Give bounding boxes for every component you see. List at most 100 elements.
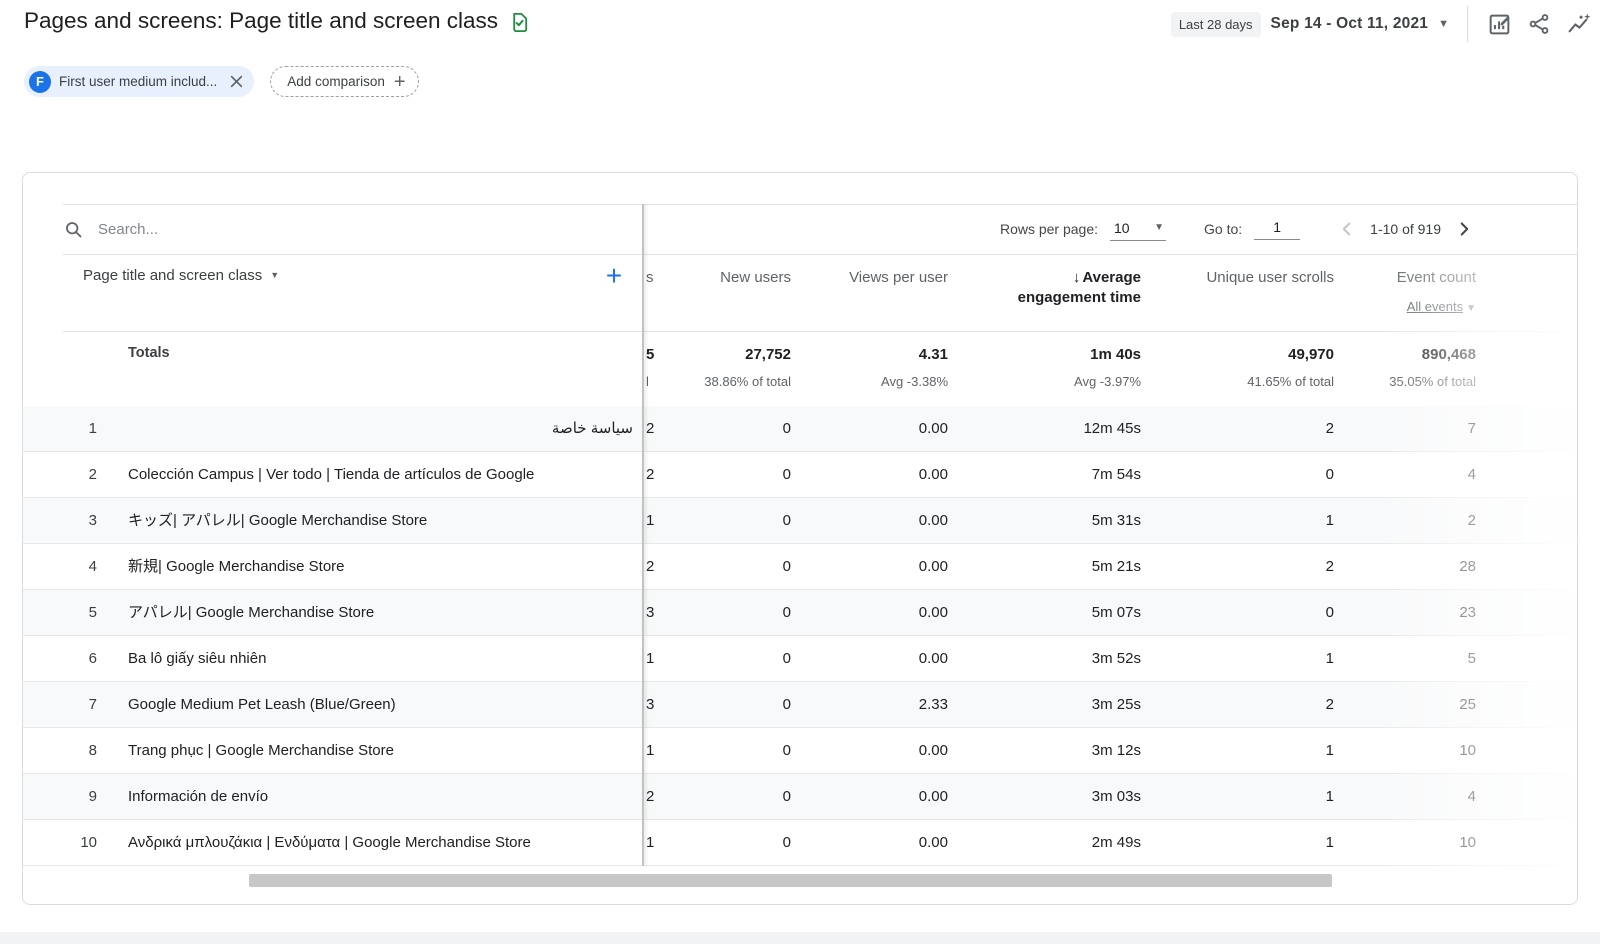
- avg-engagement-cell: 3m 03s: [1091, 788, 1141, 805]
- views-per-user-cell: 0.00: [918, 558, 948, 575]
- clipped-users-cell: 2: [646, 558, 655, 575]
- table-row[interactable]: 10 Ανδρικά μπλουζάκια | Ενδύματα | Google…: [23, 820, 1577, 866]
- share-icon[interactable]: [1526, 11, 1552, 37]
- views-per-user-cell: 0.00: [918, 466, 948, 483]
- insights-icon[interactable]: [1566, 11, 1592, 37]
- event-count-cell: 23: [1459, 604, 1476, 621]
- search-input[interactable]: [98, 220, 478, 238]
- table-row[interactable]: 8 Trang phục | Google Merchandise Store 1 0…: [23, 728, 1577, 774]
- rows-per-page-select[interactable]: 10 ▼: [1110, 218, 1167, 241]
- new-users-cell: 0: [782, 420, 791, 437]
- report-table-card: Rows per page: 10 ▼ Go to: 1-10 of 919: [22, 172, 1578, 905]
- comparison-label: First user medium includ...: [59, 74, 218, 89]
- row-index-cell: 2: [88, 466, 97, 483]
- table-row[interactable]: 6 Ba lô giấy siêu nhiên 1 0 0.00 3m 52s 1 5: [23, 636, 1577, 682]
- page-bottom-strip: [0, 932, 1600, 944]
- rows-per-page-label: Rows per page:: [999, 221, 1099, 237]
- column-header-new-users[interactable]: New users: [720, 269, 791, 286]
- row-index-cell: 4: [88, 558, 97, 575]
- frozen-column-divider[interactable]: [642, 204, 644, 866]
- dimension-header-dropdown[interactable]: Page title and screen class ▼: [83, 267, 279, 284]
- chevron-down-icon: ▼: [1438, 17, 1449, 30]
- unique-scrolls-cell: 1: [1325, 788, 1334, 805]
- event-filter-dropdown[interactable]: All events ▼: [1407, 297, 1476, 319]
- page-title-cell: キッズ| アパレル| Google Merchandise Store: [128, 512, 428, 529]
- goto-label: Go to:: [1204, 221, 1243, 237]
- previous-page-button[interactable]: [1334, 216, 1360, 242]
- clipped-users-cell: 3: [646, 696, 655, 713]
- column-header-avg-engagement[interactable]: ↓ Average engagement time: [1017, 269, 1141, 306]
- new-users-cell: 0: [782, 834, 791, 851]
- event-count-cell: 10: [1459, 742, 1476, 759]
- new-users-cell: 0: [782, 742, 791, 759]
- divider: [63, 331, 1577, 332]
- row-index-cell: 5: [88, 604, 97, 621]
- active-comparison-chip[interactable]: F First user medium includ...: [24, 66, 255, 97]
- new-users-cell: 0: [782, 512, 791, 529]
- clipped-users-cell: 1: [646, 742, 655, 759]
- unique-scrolls-cell: 2: [1325, 558, 1334, 575]
- views-per-user-cell: 0.00: [918, 742, 948, 759]
- next-page-button[interactable]: [1451, 216, 1477, 242]
- table-row[interactable]: 1 سياسة خاصة 2 0 0.00 12m 45s 2 7: [23, 406, 1577, 452]
- date-range-selector[interactable]: Last 28 days Sep 14 - Oct 11, 2021 ▼: [1170, 11, 1449, 37]
- table-row[interactable]: 5 アパレル| Google Merchandise Store 3 0 0.00 5m …: [23, 590, 1577, 636]
- row-index-cell: 1: [88, 420, 97, 437]
- chevron-down-icon: ▼: [270, 270, 280, 280]
- avg-engagement-cell: 3m 52s: [1091, 650, 1141, 667]
- close-icon[interactable]: [229, 74, 244, 89]
- table-body: 1 سياسة خاصة 2 0 0.00 12m 45s 2 7 2 Colección Cam…: [23, 406, 1577, 866]
- row-index-cell: 6: [88, 650, 97, 667]
- add-metric-icon[interactable]: +: [605, 260, 623, 291]
- clipped-column-header: s: [646, 269, 654, 286]
- event-count-cell: 5: [1467, 650, 1476, 667]
- sort-descending-icon: ↓: [1072, 269, 1081, 286]
- column-header-event-count[interactable]: Event count All events ▼: [1345, 268, 1476, 319]
- avg-engagement-cell: 3m 25s: [1091, 696, 1141, 713]
- page-title-cell: Google Medium Pet Leash (Blue/Green): [128, 696, 396, 713]
- clipped-users-cell: 2: [646, 420, 655, 437]
- rows-per-page-value: 10: [1114, 219, 1130, 236]
- clipped-users-cell: 2: [646, 788, 655, 805]
- new-users-cell: 0: [782, 558, 791, 575]
- table-row[interactable]: 3 キッズ| アパレル| Google Merchandise Store 1 0 0.…: [23, 498, 1577, 544]
- table-row[interactable]: 4 新規| Google Merchandise Store 2 0 0.00 5m 21…: [23, 544, 1577, 590]
- clipped-users-cell: 1: [646, 650, 655, 667]
- table-row[interactable]: 7 Google Medium Pet Leash (Blue/Green) 3 0 2…: [23, 682, 1577, 728]
- clipped-users-cell: 2: [646, 466, 655, 483]
- customize-report-icon[interactable]: [1486, 11, 1512, 37]
- data-quality-icon[interactable]: [508, 11, 531, 34]
- header-divider: [1467, 6, 1468, 42]
- row-index-cell: 10: [80, 834, 97, 851]
- event-count-cell: 10: [1459, 834, 1476, 851]
- add-comparison-button[interactable]: Add comparison +: [270, 66, 419, 97]
- table-row[interactable]: 2 Colección Campus | Ver todo | Tienda de…: [23, 452, 1577, 498]
- page-title-cell: Información de envío: [128, 788, 269, 805]
- horizontal-scrollbar[interactable]: [249, 874, 1332, 887]
- clipped-users-cell: 1: [646, 512, 655, 529]
- table-header-row: Page title and screen class ▼ + s New us…: [23, 254, 1577, 331]
- new-users-cell: 0: [782, 604, 791, 621]
- totals-views-per-user: 4.31 Avg -3.38%: [881, 346, 948, 389]
- page-title-cell: Ανδρικά μπλουζάκια | Ενδύματα | Google M…: [128, 834, 531, 851]
- totals-event-count: 890,468 35.05% of total: [1389, 346, 1476, 389]
- column-header-views-per-user[interactable]: Views per user: [849, 269, 948, 286]
- add-comparison-label: Add comparison: [287, 74, 385, 89]
- avg-engagement-cell: 3m 12s: [1091, 742, 1141, 759]
- table-row[interactable]: 9 Información de envío 2 0 0.00 3m 03s 1 4: [23, 774, 1577, 820]
- page-title-text: Pages and screens: Page title and screen…: [24, 8, 499, 33]
- page-title-cell: Colección Campus | Ver todo | Tienda de …: [128, 466, 535, 483]
- goto-page-input[interactable]: [1254, 218, 1301, 240]
- report-header-actions: Last 28 days Sep 14 - Oct 11, 2021 ▼: [1170, 6, 1592, 42]
- views-per-user-cell: 0.00: [918, 512, 948, 529]
- page-title-cell: Trang phục | Google Merchandise Store: [128, 742, 394, 759]
- clipped-users-cell: 1: [646, 834, 655, 851]
- row-index-cell: 3: [88, 512, 97, 529]
- column-header-unique-scrolls[interactable]: Unique user scrolls: [1206, 269, 1334, 286]
- divider: [63, 204, 1577, 205]
- comparison-chips-row: F First user medium includ... Add compar…: [24, 66, 419, 97]
- unique-scrolls-cell: 1: [1325, 834, 1334, 851]
- event-count-cell: 7: [1467, 420, 1476, 437]
- date-preset-badge: Last 28 days: [1170, 11, 1261, 37]
- totals-row: Totals 5 l 27,752 38.86% of total 4.31 A…: [23, 331, 1577, 406]
